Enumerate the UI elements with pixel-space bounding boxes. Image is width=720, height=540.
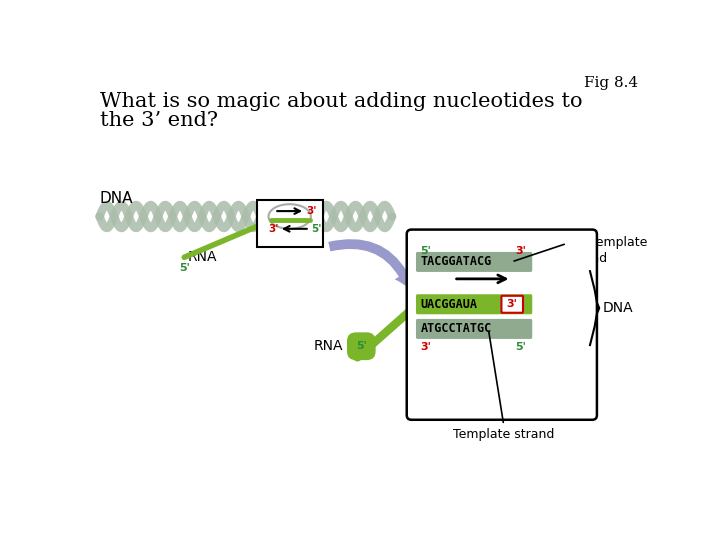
Text: ATGCCTATGC: ATGCCTATGC (420, 322, 492, 335)
FancyBboxPatch shape (407, 230, 597, 420)
Text: Template strand: Template strand (453, 428, 554, 441)
Text: 3': 3' (307, 206, 317, 216)
Text: RNA: RNA (314, 339, 343, 353)
Text: 5': 5' (516, 342, 526, 352)
FancyBboxPatch shape (416, 252, 532, 272)
Text: DNA: DNA (99, 191, 133, 206)
FancyBboxPatch shape (416, 294, 532, 314)
Ellipse shape (531, 300, 573, 350)
Text: 5': 5' (420, 246, 431, 256)
Text: UACGGAUA: UACGGAUA (420, 298, 477, 310)
Text: 5': 5' (356, 341, 366, 351)
Text: TACGGATACG: TACGGATACG (420, 255, 492, 268)
Bar (257, 200, 323, 247)
Text: 3': 3' (420, 342, 431, 352)
Ellipse shape (531, 266, 573, 316)
Ellipse shape (269, 204, 311, 229)
Text: 3': 3' (507, 299, 518, 309)
Text: 3': 3' (516, 246, 526, 256)
Text: the 3’ end?: the 3’ end? (99, 111, 217, 130)
Text: 5': 5' (311, 224, 322, 234)
Text: DNA: DNA (603, 301, 633, 315)
Text: Fig 8.4: Fig 8.4 (585, 76, 639, 90)
Text: RNA: RNA (188, 249, 217, 264)
FancyBboxPatch shape (501, 296, 523, 313)
Text: 5': 5' (179, 264, 189, 273)
FancyArrowPatch shape (328, 239, 411, 289)
Text: What is so magic about adding nucleotides to: What is so magic about adding nucleotide… (99, 92, 582, 111)
Text: 3': 3' (268, 224, 279, 234)
FancyBboxPatch shape (416, 319, 532, 339)
Text: Nontemplate
strand: Nontemplate strand (567, 236, 648, 265)
